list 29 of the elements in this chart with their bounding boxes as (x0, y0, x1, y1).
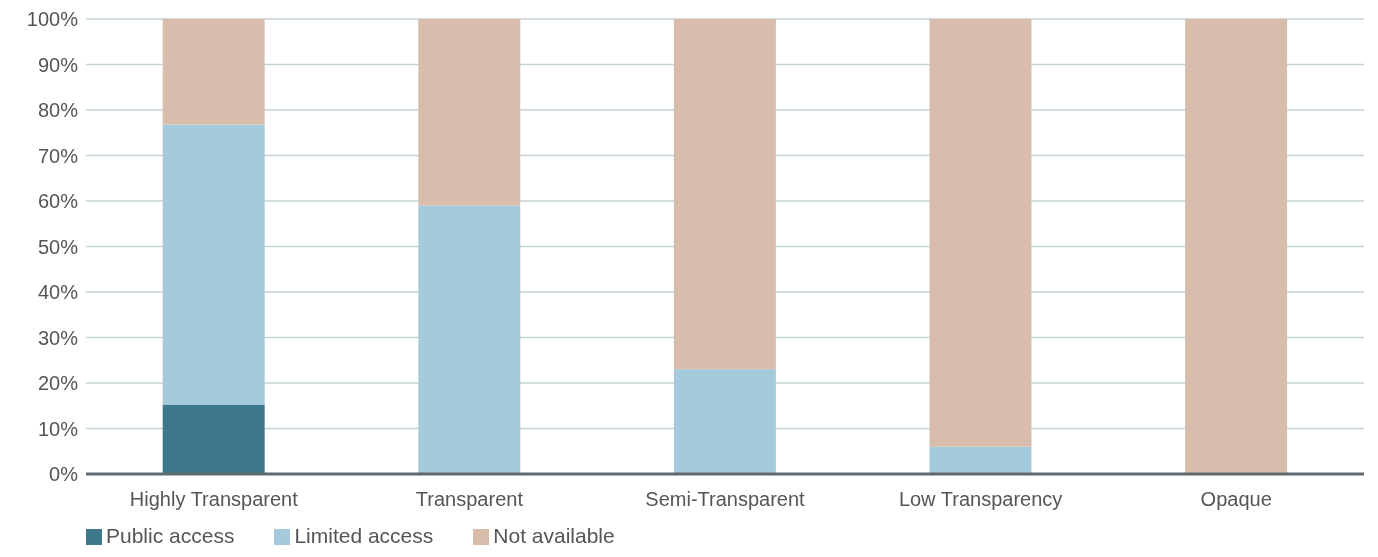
y-tick-label: 10% (37, 417, 79, 440)
y-tick-label: 80% (37, 99, 79, 122)
bar (162, 404, 265, 474)
bar (673, 19, 776, 370)
bar (418, 19, 521, 206)
x-tick-label: Low Transparency (898, 488, 1063, 511)
y-tick-label: 20% (37, 372, 79, 395)
legend-label: Public access (106, 524, 235, 547)
bar (1185, 19, 1288, 474)
y-tick-label: 90% (37, 53, 79, 76)
y-tick-label: 100% (26, 8, 79, 31)
y-tick-label: 70% (37, 144, 79, 167)
x-tick-label: Semi-Transparent (645, 488, 806, 511)
legend-label: Limited access (294, 524, 434, 547)
y-tick-label: 60% (37, 190, 79, 213)
x-tick-label: Opaque (1200, 488, 1272, 511)
x-tick-label: Highly Transparent (129, 488, 299, 511)
bar (929, 446, 1032, 474)
bar (418, 205, 521, 474)
bar (162, 124, 265, 405)
y-tick-label: 40% (37, 281, 79, 304)
y-tick-label: 30% (37, 326, 79, 349)
legend-label: Not available (493, 524, 615, 547)
bar (673, 369, 776, 474)
x-tick-label: Transparent (415, 488, 524, 511)
y-tick-label: 0% (49, 463, 79, 486)
bar (929, 19, 1032, 447)
bar (162, 19, 265, 125)
y-tick-label: 50% (37, 235, 79, 258)
